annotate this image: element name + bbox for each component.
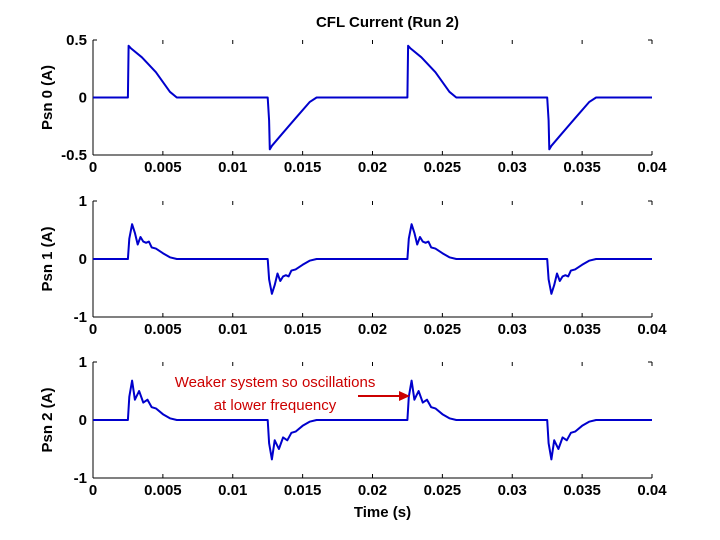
chart-title: CFL Current (Run 2): [316, 14, 459, 31]
y-tick-label: 0: [79, 90, 87, 107]
x-tick-label: 0.015: [284, 321, 322, 338]
x-tick-label: 0.02: [358, 321, 387, 338]
series-line-0: [93, 379, 652, 461]
x-tick-label: 0.04: [637, 321, 667, 338]
x-tick-label: 0.04: [637, 159, 667, 176]
y-axis-label: Psn 1 (A): [39, 226, 56, 291]
y-tick-label: -0.5: [61, 147, 87, 164]
chart-panel-1: 0 0.005 0.01 0.015 0.02 0.025 0.03 0.035 0.0410-…: [39, 193, 667, 338]
x-tick-label: 0: [89, 482, 97, 499]
annotation-line-2: at lower frequency: [214, 397, 337, 414]
y-tick-label: 1: [79, 354, 87, 371]
y-tick-label: -1: [74, 309, 87, 326]
annotation-line-1: Weaker system so oscillations: [175, 374, 376, 391]
x-tick-label: 0.015: [284, 159, 322, 176]
x-axis-label: Time (s): [354, 504, 411, 521]
chart-panel-0: 0 0.005 0.01 0.015 0.02 0.025 0.03 0.035 0.04 0.5…: [39, 14, 667, 176]
x-tick-label: 0.03: [498, 482, 527, 499]
x-tick-label: 0.02: [358, 159, 387, 176]
y-tick-label: 1: [79, 193, 87, 210]
x-tick-label: 0.02: [358, 482, 387, 499]
x-tick-label: 0.035: [563, 159, 601, 176]
x-tick-label: 0.01: [218, 321, 247, 338]
x-tick-label: 0.005: [144, 159, 182, 176]
chart-panel-2: 0 0.005 0.01 0.015 0.02 0.025 0.03 0.035 0.0410-…: [39, 354, 667, 521]
y-axis-label: Psn 0 (A): [39, 65, 56, 130]
x-tick-label: 0.01: [218, 482, 247, 499]
x-tick-label: 0.04: [637, 482, 667, 499]
y-tick-label: 0.5: [66, 32, 87, 49]
x-tick-label: 0.005: [144, 482, 182, 499]
y-tick-label: 0: [79, 251, 87, 268]
x-tick-label: 0: [89, 321, 97, 338]
x-tick-label: 0.025: [424, 159, 462, 176]
y-axis-label: Psn 2 (A): [39, 387, 56, 452]
series-line-0: [93, 44, 652, 151]
x-tick-label: 0.025: [424, 482, 462, 499]
x-tick-label: 0.015: [284, 482, 322, 499]
y-tick-label: -1: [74, 470, 87, 487]
x-tick-label: 0: [89, 159, 97, 176]
annotation-arrow-head: [399, 391, 410, 401]
x-tick-label: 0.005: [144, 321, 182, 338]
y-tick-label: 0: [79, 412, 87, 429]
x-tick-label: 0.03: [498, 321, 527, 338]
x-tick-label: 0.03: [498, 159, 527, 176]
x-tick-label: 0.01: [218, 159, 247, 176]
x-tick-label: 0.035: [563, 321, 601, 338]
series-line-0: [93, 223, 652, 295]
x-tick-label: 0.025: [424, 321, 462, 338]
x-tick-label: 0.035: [563, 482, 601, 499]
